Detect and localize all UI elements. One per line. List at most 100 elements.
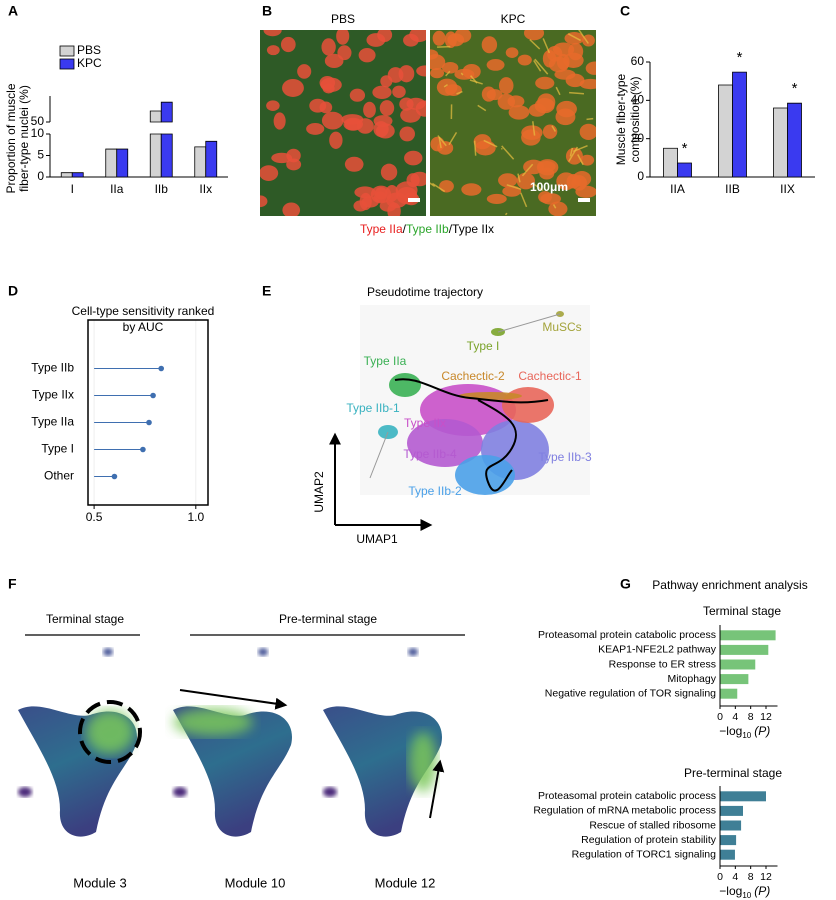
fiber — [377, 30, 393, 43]
bar — [720, 791, 766, 802]
fiber — [579, 78, 596, 90]
significance-mark: * — [737, 49, 743, 66]
fiber — [535, 76, 555, 90]
bar — [60, 172, 73, 178]
y-tick-label: Mitophagy — [668, 673, 717, 685]
fiber-edge — [438, 136, 442, 149]
bar — [720, 644, 769, 655]
fiber — [399, 97, 414, 111]
y-tick-label: Negative regulation of TOR signaling — [545, 687, 716, 699]
fiber — [416, 65, 426, 77]
fiber — [582, 34, 595, 47]
fiber-edge — [578, 30, 589, 44]
fiber — [400, 107, 421, 123]
fiber-edge — [443, 83, 448, 88]
fiber — [507, 95, 525, 108]
bar — [116, 148, 129, 178]
fiber — [462, 63, 481, 80]
significance-mark: * — [792, 80, 798, 97]
fiber — [282, 79, 304, 97]
fiber — [552, 42, 575, 57]
fiber — [481, 36, 498, 54]
fiber-edge — [542, 38, 551, 54]
y-tick-label: Proteasomal protein catabolic process — [538, 629, 716, 641]
scale-bar — [408, 198, 420, 202]
cluster — [458, 392, 522, 400]
umap-module — [323, 706, 442, 837]
fiber — [286, 148, 301, 163]
x-tick-label: IIA — [670, 182, 685, 196]
fiber — [380, 75, 393, 88]
y-axis-label: composition (%) — [628, 76, 642, 162]
fiber — [575, 185, 596, 198]
fiber — [263, 30, 282, 37]
x-axis-label-sub: 10 — [742, 891, 751, 900]
legend-separator: / — [449, 222, 453, 236]
bar — [773, 107, 788, 178]
fiber-edge — [552, 204, 557, 209]
satellite — [323, 787, 337, 797]
y-tick-label: Type IIa — [31, 415, 74, 429]
micrograph — [260, 30, 426, 216]
module-score — [173, 708, 253, 736]
x-tick-label: 4 — [732, 711, 738, 723]
micrograph — [430, 30, 596, 216]
fiber-edge — [445, 70, 451, 77]
module-label: Module 10 — [225, 875, 286, 890]
x-tick-label: 4 — [732, 871, 738, 883]
lollipop-dot — [146, 419, 152, 426]
fiber — [430, 54, 446, 71]
y-tick-label: 5 — [37, 148, 44, 162]
chart-title: Cell-type sensitivity ranked — [72, 304, 215, 318]
x-axis-label: −log10 (P) — [719, 724, 770, 740]
fiber — [349, 88, 366, 102]
satellite — [18, 787, 32, 797]
bar — [677, 162, 692, 178]
fiber — [273, 112, 286, 130]
fiber — [415, 100, 426, 117]
bar — [663, 147, 678, 178]
fiber — [580, 154, 595, 166]
y-axis-label: Muscle fiber-type — [614, 73, 628, 165]
cluster-label: Cachectic-1 — [518, 369, 582, 383]
bar — [160, 101, 173, 178]
fiber-edge — [477, 104, 487, 112]
fiber-edge — [470, 75, 478, 84]
fiber — [363, 101, 376, 118]
lollipop-dot — [158, 365, 165, 372]
umap-module — [173, 706, 292, 837]
fiber-edge — [569, 147, 574, 157]
panel-label: C — [620, 3, 630, 19]
module-score — [409, 732, 437, 792]
y-axis-label: fiber-type nuclei (%) — [17, 85, 31, 192]
satellite — [173, 787, 187, 797]
fiber-edge — [501, 145, 515, 160]
fiber — [498, 173, 518, 188]
stage-label: Terminal stage — [46, 612, 124, 626]
x-tick-label: 8 — [748, 871, 754, 883]
fiber — [548, 56, 569, 73]
panel-label: E — [262, 283, 271, 299]
legend-swatch — [59, 58, 75, 70]
cluster-label: Type IIb-2 — [408, 484, 462, 498]
y-tick-label: 0 — [37, 169, 44, 183]
fiber — [375, 123, 395, 139]
cluster-label: Type IIb-4 — [403, 447, 457, 461]
x-tick-label: 12 — [760, 871, 772, 883]
bar — [71, 172, 84, 178]
fiber — [516, 172, 536, 190]
lollipop-dot — [150, 392, 156, 399]
fiber — [404, 150, 423, 166]
bar — [720, 835, 737, 846]
y-tick-label: Other — [44, 469, 74, 483]
bar — [718, 84, 733, 178]
fiber — [486, 58, 505, 71]
fiber — [398, 65, 415, 83]
fiber-edge — [431, 182, 446, 193]
fiber — [297, 64, 312, 79]
scale-bar — [578, 198, 590, 202]
lollipop-dot — [111, 473, 118, 480]
y-tick-label: 10 — [31, 126, 45, 140]
